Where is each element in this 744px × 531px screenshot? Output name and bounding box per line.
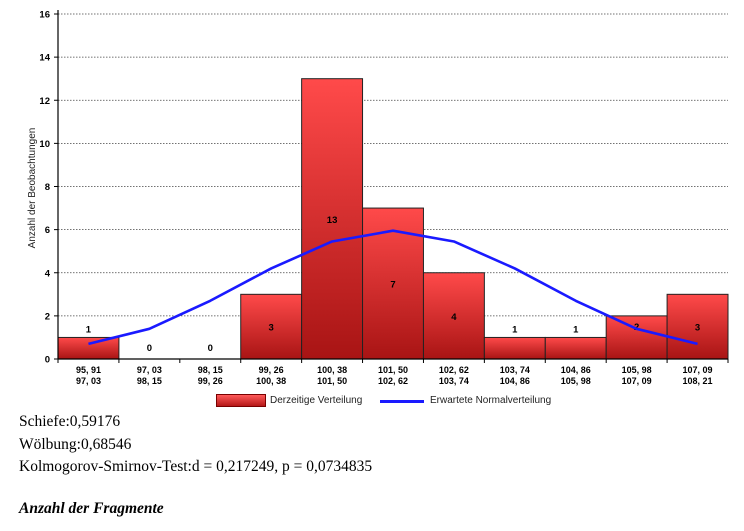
x-tick-label: 105, 98 <box>561 376 591 386</box>
x-tick-label: 100, 38 <box>317 365 347 375</box>
y-tick-label: 0 <box>45 355 50 366</box>
bar-value-label: 7 <box>390 280 395 291</box>
x-tick-label: 99, 26 <box>198 376 223 386</box>
footnote-caption: Anzahl der Fragmente <box>19 500 164 517</box>
histogram-bar <box>605 315 668 360</box>
histogram-bar <box>422 272 485 360</box>
x-tick-label: 98, 15 <box>198 365 223 375</box>
normal-curve-line <box>88 229 698 346</box>
x-tick-label: 103, 74 <box>439 376 469 386</box>
x-tick-label: 105, 98 <box>622 365 652 375</box>
bar-value-label: 2 <box>634 322 639 333</box>
x-tick-label: 100, 38 <box>256 376 286 386</box>
legend-bar-label: Derzeitige Verteilung <box>270 395 363 406</box>
bar-value-label: 3 <box>695 323 700 334</box>
histogram-bar <box>666 293 729 360</box>
histogram-bar <box>57 336 120 360</box>
bar-value-label: 13 <box>327 215 338 226</box>
legend-bar-swatch <box>216 394 266 407</box>
legend: Derzeitige Verteilung Erwartete Normalve… <box>214 392 734 410</box>
y-tick-label: 2 <box>45 311 50 322</box>
x-tick-label: 97, 03 <box>76 376 101 386</box>
x-tick-label: 99, 26 <box>259 365 284 375</box>
legend-line-swatch <box>380 400 424 403</box>
x-tick-label: 98, 15 <box>137 376 162 386</box>
x-tick-label: 101, 50 <box>378 365 408 375</box>
x-tick-label: 102, 62 <box>378 376 408 386</box>
bar-value-label: 1 <box>86 324 92 335</box>
x-tick-label: 97, 03 <box>137 365 162 375</box>
y-tick-label: 10 <box>39 139 50 150</box>
y-tick-label: 4 <box>45 268 51 279</box>
legend-line-label: Erwartete Normalverteilung <box>430 395 552 406</box>
x-tick-label: 102, 62 <box>439 365 469 375</box>
x-tick-label: 107, 09 <box>622 376 652 386</box>
x-tick-label: 104, 86 <box>561 365 591 375</box>
histogram-bar <box>544 336 607 360</box>
x-tick-label: 104, 86 <box>500 376 530 386</box>
skewness-text: Schiefe:0,59176 <box>19 413 121 430</box>
y-tick-label: 8 <box>45 182 50 193</box>
bar-value-label: 0 <box>208 343 213 354</box>
bar-value-label: 1 <box>512 324 518 335</box>
histogram-bar <box>483 336 546 360</box>
y-tick-label: 12 <box>39 96 50 107</box>
y-axis-label: Anzahl der Beobachtungen <box>27 128 38 249</box>
x-tick-label: 107, 09 <box>683 365 713 375</box>
ks-test-text: Kolmogorov-Smirnov-Test:d = 0,217249, p … <box>19 458 373 475</box>
y-tick-label: 6 <box>45 225 50 236</box>
kurtosis-text: Wölbung:0,68546 <box>19 436 132 453</box>
bar-value-label: 3 <box>269 323 274 334</box>
y-tick-label: 16 <box>39 10 50 21</box>
x-tick-label: 103, 74 <box>500 365 530 375</box>
y-tick-label: 14 <box>39 53 50 64</box>
histogram-bar <box>240 293 303 360</box>
x-tick-label: 101, 50 <box>317 376 347 386</box>
x-tick-label: 108, 21 <box>683 376 713 386</box>
x-tick-label: 95, 91 <box>76 365 101 375</box>
bar-value-label: 1 <box>573 324 579 335</box>
bar-value-label: 4 <box>451 312 457 323</box>
bar-value-label: 0 <box>147 343 152 354</box>
